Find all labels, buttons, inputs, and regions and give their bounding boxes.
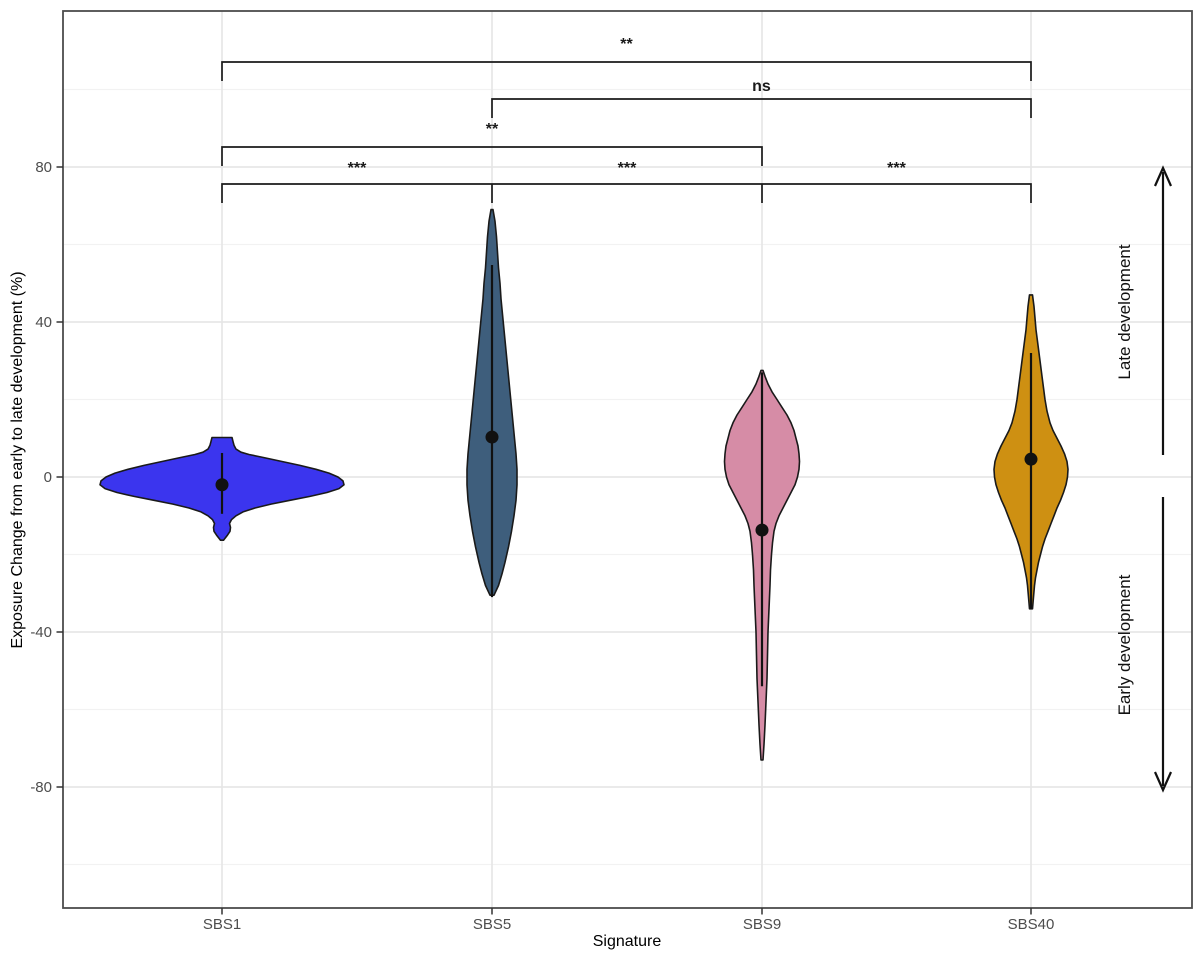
violin-group — [99, 208, 1069, 761]
significance-label: ** — [486, 121, 499, 138]
bracket-sbs1-sbs9 — [221, 146, 763, 166]
panel-border-group — [62, 10, 1193, 909]
early-development-label: Early development — [1115, 574, 1134, 715]
y-tick-label: -80 — [30, 779, 52, 796]
axis-ticks-group: 80 40 0 -40 -80 SBS1 SBS5 SBS9 SBS40 — [30, 159, 1054, 933]
development-direction-arrows — [1153, 165, 1173, 793]
up-arrow-head — [1153, 165, 1173, 187]
median-dot-sbs1 — [215, 478, 229, 492]
x-tick-label-sbs1: SBS1 — [203, 916, 241, 933]
panel-border — [62, 10, 1193, 909]
y-tick-label: 0 — [44, 469, 52, 486]
significance-brackets: **ns***** *** *** — [221, 36, 1032, 203]
down-arrow-head — [1153, 771, 1173, 793]
x-tick-label-sbs5: SBS5 — [473, 916, 511, 933]
x-tick-label-sbs9: SBS9 — [743, 916, 781, 933]
significance-label: *** — [887, 160, 906, 177]
y-tick-label: 80 — [35, 159, 52, 176]
median-dot-sbs40 — [1024, 452, 1038, 466]
bracket-sbs5-sbs40 — [491, 98, 1032, 118]
bracket-sbs1-sbs40 — [221, 61, 1032, 81]
y-tick-label: 40 — [35, 314, 52, 331]
median-dot-sbs5 — [485, 430, 499, 444]
bracket-chain — [221, 183, 1032, 203]
y-tick-label: -40 — [30, 624, 52, 641]
significance-label: ** — [620, 36, 633, 53]
x-tick-label-sbs40: SBS40 — [1008, 916, 1055, 933]
significance-label: *** — [348, 160, 367, 177]
median-dot-sbs9 — [755, 523, 769, 537]
x-axis-title: Signature — [593, 933, 662, 950]
significance-label: ns — [752, 78, 771, 95]
y-axis-title: Exposure Change from early to late devel… — [9, 271, 26, 648]
significance-label: *** — [618, 160, 637, 177]
late-development-label: Late development — [1115, 244, 1134, 379]
